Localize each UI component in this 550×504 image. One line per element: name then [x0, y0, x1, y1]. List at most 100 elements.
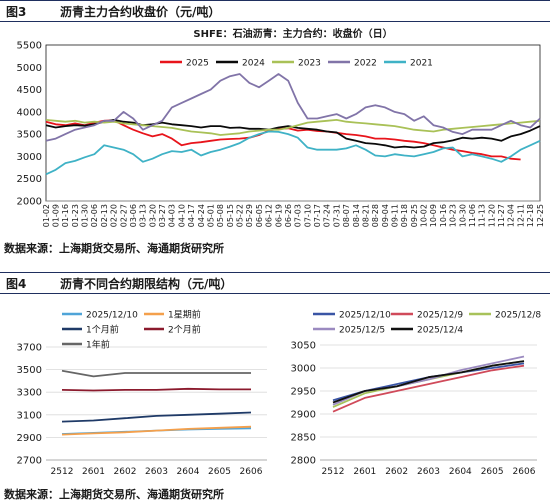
fig3-xtick-label-6: 02-13: [100, 204, 109, 227]
fig4-left-xtick-label-1: 2601: [82, 467, 105, 477]
fig3-xtick-label-0: 01-02: [42, 204, 51, 227]
fig3-xtick-label-46: 11-20: [487, 204, 496, 227]
figure3-title: 沥青主力合约收盘价（元/吨）: [60, 5, 221, 19]
fig3-xtick-label-11: 03-20: [148, 204, 157, 227]
fig3-xtick-label-21: 05-29: [245, 204, 254, 227]
fig3-xtick-label-43: 10-30: [458, 204, 467, 227]
fig3-xtick-label-27: 07-10: [303, 204, 312, 227]
fig4-right-xtick-label-2: 2602: [385, 467, 408, 477]
fig3-xtick-label-28: 07-17: [313, 204, 322, 227]
fig4-left-ytick-label-0: 2700: [17, 456, 42, 467]
fig3-xtick-label-51: 12-25: [536, 204, 545, 227]
fig4-right-ytick-label-1: 2850: [291, 433, 316, 444]
fig3-ytick-label-1: 2500: [17, 174, 42, 185]
figure4-source: 数据来源：上海期货交易所、海通期货研究所: [4, 488, 224, 501]
fig3-xtick-label-22: 06-05: [255, 204, 264, 227]
fig4-left-ytick-label-2: 3100: [17, 410, 42, 421]
figure4-title: 沥青不同合约期限结构（元/吨）: [60, 277, 233, 291]
fig4-left-ytick-label-3: 3300: [17, 388, 42, 399]
fig3-xtick-label-4: 01-30: [81, 204, 90, 227]
fig4-right-series-line-2025/12/5: [332, 355, 525, 406]
fig4-left-xtick-label-2: 2602: [114, 467, 137, 477]
fig4-right-ytick-label-4: 3000: [291, 364, 316, 375]
fig3-xtick-label-47: 11-27: [497, 204, 506, 227]
fig3-xtick-label-1: 01-09: [51, 204, 60, 227]
fig3-xtick-label-15: 04-17: [187, 204, 196, 227]
fig4-right-xtick-label-0: 2512: [322, 467, 345, 477]
fig3-ytick-label-7: 5500: [17, 41, 42, 52]
fig3-xtick-label-7: 02-20: [110, 204, 119, 227]
figure3-chart: SHFE：石油沥青：主力合约：收盘价（日） 2000 2500 3000 3500 400…: [17, 27, 545, 227]
fig3-ytick-label-0: 2000: [17, 197, 42, 208]
fig3-xtick-label-5: 02-06: [90, 204, 99, 227]
fig3-xtick-label-24: 06-19: [274, 204, 283, 227]
fig3-xtick-label-45: 11-13: [478, 204, 487, 227]
fig3-xtick-label-44: 11-06: [468, 204, 477, 227]
fig4-right-legend-label-2025/12/8: 2025/12/8: [495, 311, 541, 321]
fig4-left-xtick-label-5: 2605: [208, 467, 231, 477]
fig3-xtick-label-13: 04-03: [168, 204, 177, 227]
fig3-xtick-label-37: 09-18: [400, 204, 409, 227]
fig4-left-xtick-label-4: 2604: [177, 467, 200, 477]
fig4-left-ytick-label-5: 3700: [17, 343, 42, 354]
fig3-title: SHFE：石油沥青：主力合约：收盘价（日）: [193, 27, 392, 40]
fig3-xtick-label-42: 10-23: [449, 204, 458, 227]
fig3-legend-label-2025: 2025: [186, 59, 209, 69]
fig4-left-legend-label-1年前: 1年前: [86, 339, 110, 351]
fig4-left-series-line-2个月前: [61, 387, 251, 392]
fig4-left-legend-label-2个月前: 2个月前: [168, 324, 201, 336]
fig3-xtick-label-31: 08-07: [342, 204, 351, 227]
fig3-xtick-label-10: 03-13: [139, 204, 148, 227]
fig3-xtick-label-8: 02-27: [119, 204, 128, 227]
fig4-left-xtick-label-3: 2603: [145, 467, 168, 477]
fig4-right-xtick-label-4: 2604: [449, 467, 472, 477]
fig3-legend-label-2024: 2024: [242, 59, 265, 69]
fig4-right-legend-label-2025/12/10: 2025/12/10: [339, 311, 391, 321]
fig4-right-ytick-label-2: 2900: [291, 410, 316, 421]
fig3-series-line-2021: [45, 130, 541, 176]
fig4-right-legend-label-2025/12/5: 2025/12/5: [339, 326, 385, 336]
figure4-number: 图4: [6, 277, 27, 291]
fig3-xtick-label-38: 09-25: [410, 204, 419, 227]
fig4-right-xtick-label-6: 2606: [513, 467, 536, 477]
fig3-xtick-label-9: 03-06: [129, 204, 138, 227]
fig3-xtick-label-12: 03-27: [158, 204, 167, 227]
fig4-right-xtick-label-5: 2605: [481, 467, 504, 477]
fig3-series-line-2023: [45, 119, 541, 136]
fig4-right-ytick-label-5: 3050: [291, 341, 316, 352]
fig4-left-legend-label-1星期前: 1星期前: [168, 309, 201, 321]
fig4-right-series-line-2025/12/4: [332, 360, 525, 404]
fig3-legend-label-2021: 2021: [410, 59, 433, 69]
fig4-left-legend-label-2025/12/10: 2025/12/10: [86, 311, 138, 321]
fig3-xtick-label-41: 10-16: [439, 204, 448, 227]
fig3-series-line-2022: [45, 73, 541, 142]
fig3-xtick-label-30: 07-31: [332, 204, 341, 227]
fig4-right-xtick-label-3: 2603: [417, 467, 440, 477]
fig3-xtick-label-49: 12-11: [516, 204, 525, 227]
fig3-legend-label-2023: 2023: [298, 59, 321, 69]
fig3-xtick-label-36: 09-11: [391, 204, 400, 227]
fig3-xtick-label-25: 06-26: [284, 204, 293, 227]
fig3-xtick-label-18: 05-08: [216, 204, 225, 227]
fig3-xtick-label-32: 08-14: [352, 204, 361, 227]
fig3-xtick-label-34: 08-28: [371, 204, 380, 227]
fig4-right-xtick-label-1: 2601: [353, 467, 376, 477]
fig3-ytick-label-5: 4500: [17, 85, 42, 96]
fig3-xtick-label-40: 10-09: [429, 204, 438, 227]
fig4-left-ytick-label-4: 3500: [17, 365, 42, 376]
figure3-source: 数据来源：上海期货交易所、海通期货研究所: [4, 242, 224, 255]
fig4-left-ytick-label-1: 2900: [17, 433, 42, 444]
fig3-xtick-label-50: 12-18: [526, 204, 535, 227]
fig4-left-legend-label-1个月前: 1个月前: [86, 324, 119, 336]
fig3-xtick-label-2: 01-16: [61, 204, 70, 227]
fig3-xtick-label-16: 04-24: [197, 204, 206, 227]
figure4-right-chart: 2800 2850 2900 2950 3000 3050 2512 2601 2602 2603…: [291, 311, 542, 478]
fig3-xtick-label-39: 10-02: [420, 204, 429, 227]
fig4-left-series-line-1个月前: [61, 411, 252, 423]
fig3-xtick-label-26: 07-03: [294, 204, 303, 227]
fig3-xtick-label-33: 08-21: [361, 204, 370, 227]
fig3-legend-label-2022: 2022: [354, 59, 377, 69]
fig4-right-series-line-2025/12/9: [332, 364, 525, 413]
figure3-header: 图3 沥青主力合约收盘价（元/吨）: [0, 0, 550, 22]
fig3-xtick-label-35: 09-04: [381, 204, 390, 227]
